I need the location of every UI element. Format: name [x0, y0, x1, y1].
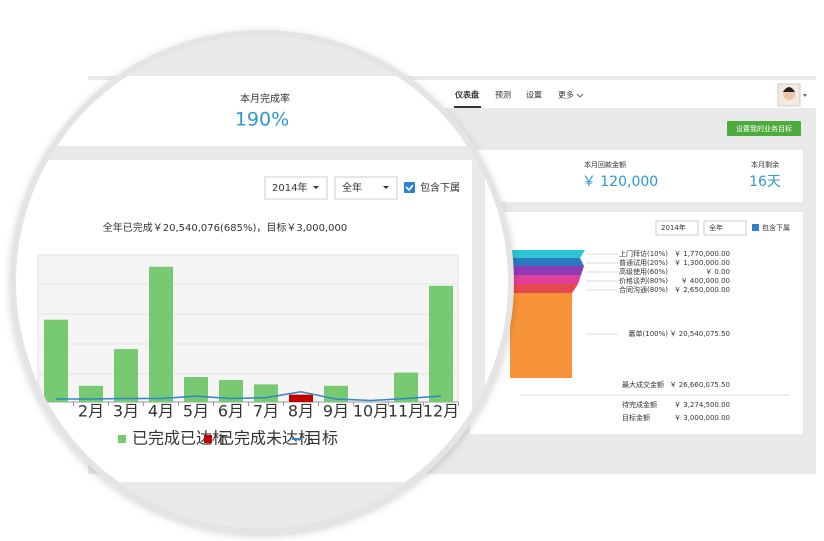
- x-tick-label: 4月: [148, 402, 174, 421]
- funnel-stage: [510, 266, 584, 275]
- stage-amount: ￥ 2,650,000.00: [674, 286, 730, 294]
- bar: [429, 285, 453, 402]
- legend-label: 目标: [306, 429, 338, 448]
- x-tick-label: 12月: [423, 402, 459, 421]
- stage-amount: ￥ 20,540,075.50: [670, 330, 730, 338]
- kpi-value: 16天: [749, 174, 781, 190]
- funnel-stage: [510, 293, 572, 378]
- bar: [114, 349, 138, 402]
- x-tick-label: 8月: [288, 402, 314, 421]
- stage-label: 合同沟通(80%): [619, 285, 668, 294]
- x-tick-label: 11月: [388, 402, 424, 421]
- avatar-hair: [783, 87, 795, 92]
- kpi-value: 190%: [235, 109, 289, 131]
- kpi-label: 本月剩余: [751, 160, 779, 169]
- bar: [79, 385, 103, 402]
- bar: [289, 394, 313, 402]
- nav-item[interactable]: 预测: [495, 90, 511, 100]
- checkbox[interactable]: [752, 224, 759, 231]
- checkbox-label[interactable]: 包含下属: [762, 223, 790, 232]
- funnel-stage: [510, 258, 584, 266]
- funnel-stage: [510, 250, 585, 258]
- goal-button[interactable]: [727, 121, 801, 136]
- funnel-stage: [510, 284, 578, 293]
- kpi-value: ￥ 120,000: [582, 174, 658, 190]
- stage-label: 价格谈判(80%): [619, 276, 668, 285]
- bar: [44, 319, 68, 402]
- x-tick-label: 3月: [113, 402, 139, 421]
- legend-label: 已完成未达标: [218, 429, 314, 448]
- x-tick-label: 9月: [323, 402, 349, 421]
- plot-area: [37, 254, 459, 403]
- x-tick-label: 5月: [183, 402, 209, 421]
- total-label: 待完成金额: [622, 400, 657, 409]
- nav-item[interactable]: 更多: [558, 90, 574, 100]
- select[interactable]: [264, 176, 328, 200]
- select-value[interactable]: 全年: [709, 223, 723, 232]
- x-tick-label: 6月: [218, 402, 244, 421]
- bar: [254, 384, 278, 402]
- bar: [219, 379, 243, 402]
- select[interactable]: [703, 220, 747, 236]
- stage-label: 上门拜访(10%): [619, 249, 668, 258]
- legend-swatch: [118, 435, 126, 443]
- chevron: [576, 93, 584, 98]
- total-amount: ￥ 26,660,075.50: [670, 381, 730, 389]
- stage-label: 赢单(100%): [629, 329, 669, 338]
- select-value[interactable]: 全年: [342, 181, 362, 194]
- target-line: [56, 390, 442, 402]
- magnifier: 本月完成率 190% 2014年 全年 包含下属 全年已完成￥20,540,07…: [16, 36, 508, 528]
- stage-amount: ￥ 1,300,000.00: [674, 259, 730, 267]
- kpi-label: 本月回款金额: [584, 160, 626, 169]
- total-label: 最大成交金额: [622, 380, 664, 389]
- total-amount: ￥ 3,274,500.00: [674, 401, 730, 409]
- nav-item[interactable]: 设置: [526, 90, 542, 100]
- stage-label: 高级使用(60%): [619, 267, 668, 276]
- x-tick-label: 2月: [78, 402, 104, 421]
- check: [405, 184, 414, 192]
- funnel-labels: 上门拜访(10%) ￥ 1,770,000.00 普通试用(20%) ￥ 1,300,…: [520, 249, 790, 422]
- total-label: 目标金额: [622, 413, 650, 422]
- button-label[interactable]: 设置我的业务目标: [736, 124, 792, 133]
- select[interactable]: [334, 176, 398, 200]
- select-value[interactable]: 2014年: [272, 181, 307, 194]
- stage-label: 普通试用(20%): [619, 258, 668, 267]
- caret: [313, 186, 319, 189]
- total-amount: ￥ 3,000,000.00: [674, 414, 730, 422]
- legend-swatch: [204, 435, 212, 443]
- stage-amount: ￥ 0.00: [705, 268, 730, 276]
- select[interactable]: [655, 220, 699, 236]
- caret: [383, 186, 389, 189]
- x-tick-label: 10月: [353, 402, 389, 421]
- checkbox-label[interactable]: 包含下属: [420, 181, 460, 194]
- bar: [394, 372, 418, 402]
- kpi-label: 本月完成率: [240, 92, 290, 105]
- bar: [184, 377, 208, 402]
- nav-item[interactable]: 仪表盘: [454, 90, 479, 100]
- bar: [149, 266, 173, 402]
- x-tick-label: 7月: [253, 402, 279, 421]
- kpi-row: [470, 150, 803, 202]
- stage-amount: ￥ 400,000.00: [681, 277, 730, 285]
- chart-subtitle: 全年已完成￥20,540,076(685%)，目标￥3,000,000: [103, 221, 348, 234]
- funnel-stage: [510, 275, 581, 284]
- select-value[interactable]: 2014年: [661, 223, 686, 232]
- stage-amount: ￥ 1,770,000.00: [674, 250, 730, 258]
- chevron: [803, 94, 807, 97]
- legend-label: 已完成已达标: [132, 429, 228, 448]
